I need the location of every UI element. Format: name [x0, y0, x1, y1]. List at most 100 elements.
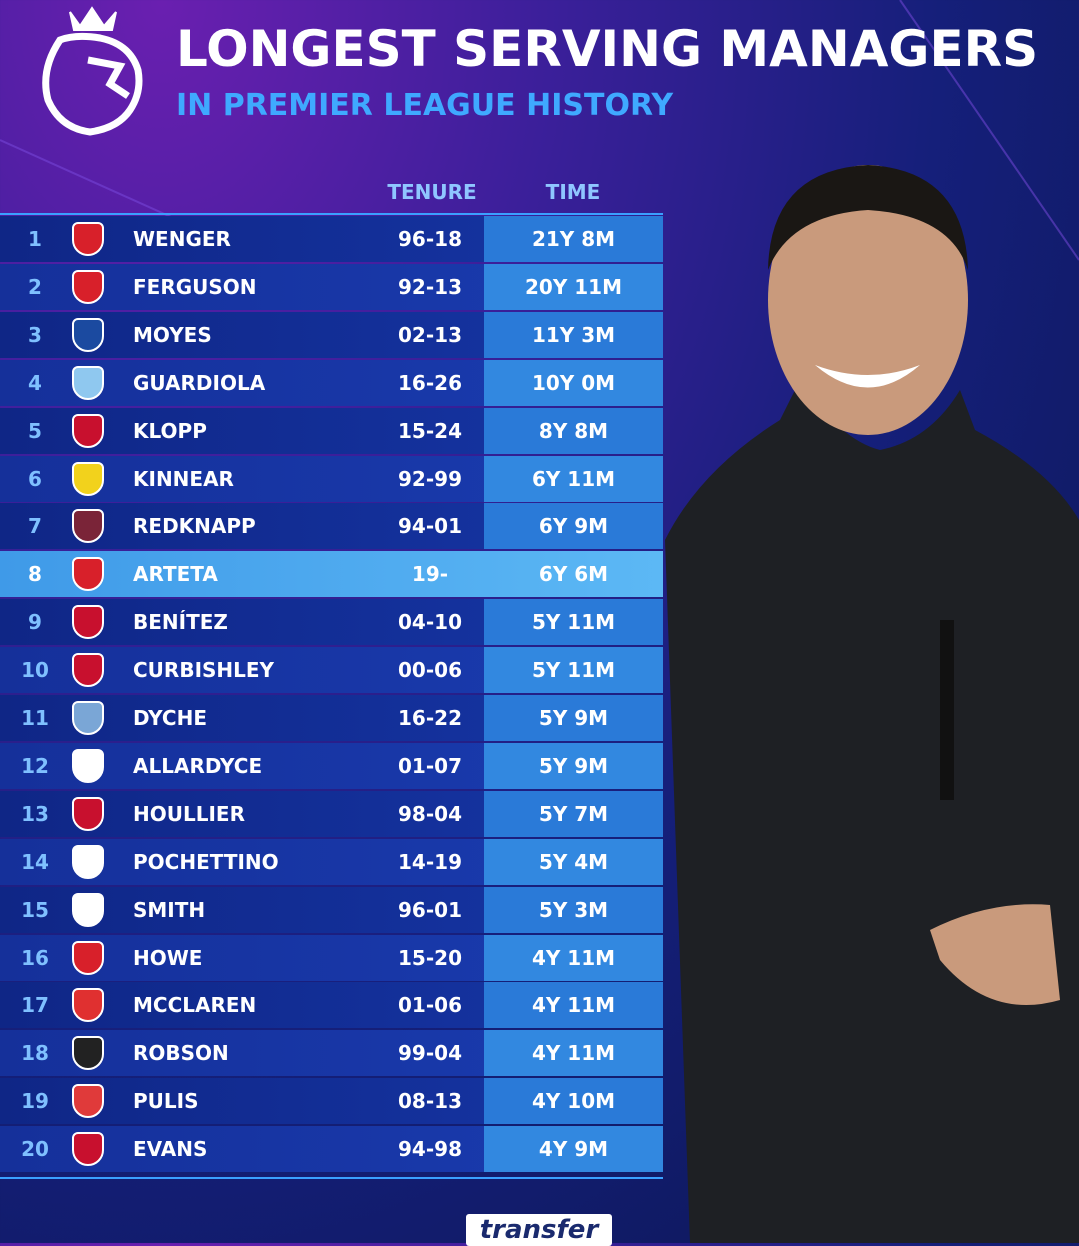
time: 4Y 11M: [484, 1030, 663, 1077]
tenure: 00-06: [398, 658, 462, 683]
club-badge: [72, 892, 104, 927]
tenure: 15-20: [398, 945, 462, 970]
time: 6Y 6M: [538, 562, 609, 587]
time: 6Y 11M: [484, 455, 663, 502]
rank: 10: [21, 658, 49, 683]
manager-name: MOYES: [133, 322, 212, 347]
rank: 9: [28, 610, 42, 635]
manager-name: PULIS: [133, 1089, 199, 1114]
rank: 3: [28, 322, 42, 347]
tenure: 02-13: [398, 322, 462, 347]
rank: 7: [28, 514, 42, 539]
club-badge: [72, 701, 104, 735]
manager-name: HOWE: [133, 945, 203, 970]
manager-name: ALLARDYCE: [133, 753, 263, 778]
time: 21Y 8M: [484, 216, 663, 262]
table-row: 6 KINNEAR 92-99 6Y 11M: [0, 455, 663, 502]
tenure: 96-18: [398, 227, 462, 251]
rank: 6: [28, 466, 42, 491]
rank: 1: [28, 227, 42, 251]
time: 5Y 4M: [484, 838, 663, 885]
tenure: 98-04: [398, 801, 462, 826]
manager-name: WENGER: [133, 227, 231, 251]
table-row: 12 ALLARDYCE 01-07 5Y 9M: [0, 742, 663, 789]
club-badge: [72, 796, 104, 831]
club-badge: [72, 988, 104, 1023]
tenure: 04-10: [398, 610, 462, 635]
manager-name: POCHETTINO: [133, 849, 279, 874]
manager-name: REDKNAPP: [133, 514, 256, 539]
club-badge: [72, 844, 104, 879]
manager-name: MCCLAREN: [133, 993, 257, 1018]
tenure: 94-01: [398, 514, 462, 539]
rank: 2: [28, 274, 42, 299]
club-badge: [72, 605, 104, 640]
rank: 12: [21, 753, 49, 778]
time: 4Y 11M: [484, 934, 663, 981]
manager-name: BENÍTEZ: [133, 610, 228, 635]
table-row: 19 PULIS 08-13 4Y 10M: [0, 1078, 663, 1125]
club-badge: [72, 317, 104, 352]
tenure: 96-01: [398, 897, 462, 922]
subtitle: IN PREMIER LEAGUE HISTORY: [176, 88, 674, 123]
manager-name: DYCHE: [133, 706, 207, 730]
table-row: 10 CURBISHLEY 00-06 5Y 11M: [0, 647, 663, 694]
table-row: 18 ROBSON 99-04 4Y 11M: [0, 1030, 663, 1077]
club-badge: [72, 222, 104, 256]
manager-name: HOULLIER: [133, 801, 245, 826]
time: 20Y 11M: [484, 263, 663, 310]
tenure: 08-13: [398, 1089, 462, 1114]
rank: 15: [21, 897, 49, 922]
league-logo: [42, 6, 143, 136]
table-row: 16 HOWE 15-20 4Y 11M: [0, 934, 663, 981]
tenure: 16-22: [398, 706, 462, 730]
club-badge: [72, 509, 104, 544]
time: 11Y 3M: [484, 311, 663, 358]
tenure: 92-99: [398, 466, 462, 491]
club-badge: [72, 748, 104, 783]
tenure: 16-26: [398, 370, 462, 395]
tenure: 94-98: [398, 1137, 462, 1162]
tenure: 01-06: [398, 993, 462, 1018]
tenure: 99-04: [398, 1041, 462, 1066]
tenure: 19-: [411, 562, 449, 587]
time: 8Y 8M: [484, 407, 663, 454]
club-badge: [72, 365, 104, 400]
rank: 4: [28, 370, 42, 395]
time: 10Y 0M: [484, 359, 663, 406]
rank: 11: [21, 706, 49, 730]
table: 1 WENGER 96-18 21Y 8M 2 FERGUSON 92-13 20Y 11M 3…: [0, 213, 663, 1179]
time: 5Y 9M: [484, 695, 663, 741]
time: 4Y 10M: [484, 1078, 663, 1125]
time: 4Y 11M: [484, 982, 663, 1029]
table-row: 4 GUARDIOLA 16-26 10Y 0M: [0, 359, 663, 406]
club-badge: [72, 653, 104, 688]
time: 5Y 9M: [484, 742, 663, 789]
rank: 14: [21, 849, 49, 874]
tenure: 01-07: [398, 753, 462, 778]
table-row: 17 MCCLAREN 01-06 4Y 11M: [0, 982, 663, 1029]
manager-name: SMITH: [133, 897, 206, 922]
manager-name: EVANS: [133, 1137, 208, 1162]
table-row: 15 SMITH 96-01 5Y 3M: [0, 886, 663, 933]
club-badge: [72, 1084, 104, 1119]
time: 5Y 7M: [484, 790, 663, 837]
rank: 18: [21, 1041, 49, 1066]
time: 5Y 11M: [484, 647, 663, 694]
tenure: 92-13: [398, 274, 462, 299]
table-row: 5 KLOPP 15-24 8Y 8M: [0, 407, 663, 454]
club-badge: [72, 940, 104, 975]
manager-name: ARTETA: [133, 562, 218, 587]
brand-logo: transfer: [466, 1214, 612, 1246]
club-badge: [72, 269, 104, 304]
table-row: 3 MOYES 02-13 11Y 3M: [0, 311, 663, 358]
table-row: 7 REDKNAPP 94-01 6Y 9M: [0, 503, 663, 550]
manager-name: FERGUSON: [133, 274, 257, 299]
rank: 13: [21, 801, 49, 826]
manager-name: KINNEAR: [133, 466, 234, 491]
rank: 19: [21, 1089, 49, 1114]
table-row: 8 ARTETA 19- 6Y 6M: [0, 551, 663, 598]
rank: 8: [28, 562, 42, 587]
rank: 20: [21, 1137, 49, 1162]
